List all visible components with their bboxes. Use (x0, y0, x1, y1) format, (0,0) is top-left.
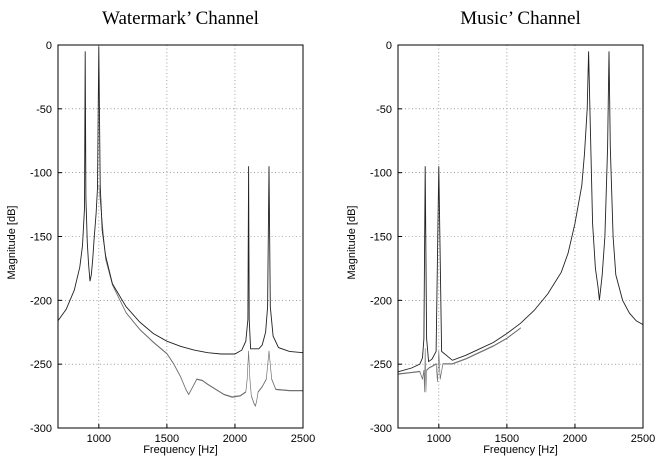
y-tick-label: 0 (46, 40, 52, 52)
x-tick-label: 2000 (563, 433, 587, 445)
music-channel-plot: 1000 1500 2000 2500 0 -50 -100 -150 -200 -250 -300… (346, 8, 655, 456)
x-axis-label: Frequency [Hz] (143, 444, 218, 456)
y-tick-label: -50 (36, 104, 52, 116)
y-tick-label: -50 (376, 104, 392, 116)
y-tick-label: -250 (370, 359, 392, 371)
y-tick-label: -150 (30, 232, 52, 244)
x-tick-label: 1000 (427, 433, 451, 445)
x-tick-label: 2500 (631, 433, 655, 445)
chart-title: Watermark’ Channel (102, 8, 259, 29)
y-tick-label: -300 (30, 423, 52, 435)
magnitude-response-series (397, 51, 644, 373)
x-axis-label: Frequency [Hz] (483, 444, 558, 456)
y-tick-label: -200 (370, 295, 392, 307)
chart-title: Music’ Channel (460, 8, 581, 29)
x-tick-label: 1000 (87, 433, 111, 445)
y-tick-label: 0 (386, 40, 392, 52)
y-tick-label: -100 (30, 168, 52, 180)
y-tick-label: -200 (30, 295, 52, 307)
y-tick-label: -150 (370, 232, 392, 244)
y-axis-label: Magnitude [dB] (346, 206, 358, 280)
x-tick-label: 2500 (291, 433, 315, 445)
x-tick-label: 1500 (495, 433, 519, 445)
y-tick-label: -100 (370, 168, 392, 180)
noise-band-series (397, 327, 521, 393)
noise-band-series (98, 184, 304, 408)
x-tick-label: 1500 (155, 433, 179, 445)
x-tick-label: 2000 (223, 433, 247, 445)
y-tick-label: -250 (30, 359, 52, 371)
y-axis-label: Magnitude [dB] (6, 206, 18, 280)
magnitude-response-series (57, 46, 304, 355)
y-tick-label: -300 (370, 423, 392, 435)
watermark-channel-plot: 1000 1500 2000 2500 0 -50 -100 -150 -200 -250 -300… (6, 8, 315, 456)
